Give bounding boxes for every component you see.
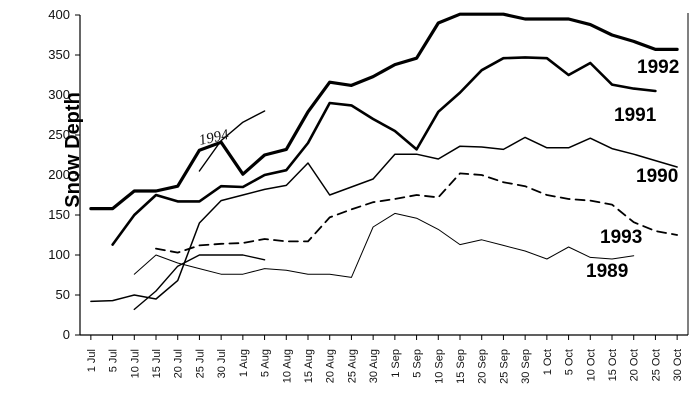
x-tick-label: 25 Aug bbox=[346, 349, 358, 383]
x-tick-label: 1 Aug bbox=[238, 349, 250, 377]
series-line-1989 bbox=[133, 212, 635, 278]
x-tick-label: 30 Aug bbox=[368, 349, 380, 383]
x-tick-label: 10 Jul bbox=[129, 349, 141, 378]
y-tick-label: 250 bbox=[48, 127, 70, 142]
x-tick-label: 30 Jul bbox=[216, 349, 228, 378]
x-tick-label: 5 Aug bbox=[260, 349, 272, 377]
x-tick-label: 20 Aug bbox=[325, 349, 337, 383]
series-lines bbox=[89, 12, 679, 311]
x-tick-label: 25 Jul bbox=[194, 349, 206, 378]
label-1994: 1994 bbox=[198, 127, 231, 149]
x-tick-label: 15 Aug bbox=[303, 349, 315, 383]
label-1989: 1989 bbox=[586, 261, 628, 282]
y-tick-label: 300 bbox=[48, 87, 70, 102]
label-1993: 1993 bbox=[600, 227, 642, 248]
series-line-1994 bbox=[133, 254, 266, 311]
x-tick-label: 15 Jul bbox=[151, 349, 163, 378]
x-tick-label: 20 Oct bbox=[629, 349, 641, 381]
series-line-1990 bbox=[90, 136, 678, 303]
y-tick-label: 200 bbox=[48, 167, 70, 182]
y-tick-label: 150 bbox=[48, 207, 70, 222]
x-tick-label: 5 Jul bbox=[108, 349, 120, 372]
y-tick-label: 50 bbox=[56, 287, 70, 302]
label-1990: 1990 bbox=[636, 166, 678, 187]
x-tick-label: 30 Oct bbox=[672, 349, 684, 381]
x-tick-label: 20 Sep bbox=[477, 349, 489, 384]
x-tick-label: 1 Jul bbox=[86, 349, 98, 372]
series-line-1992 bbox=[89, 12, 679, 211]
label-1991: 1991 bbox=[614, 105, 657, 126]
x-tick-label: 25 Sep bbox=[498, 349, 510, 384]
y-axis-label: Snow Depth bbox=[62, 92, 84, 208]
label-1992: 1992 bbox=[637, 57, 679, 78]
x-tick-label: 15 Oct bbox=[607, 349, 619, 381]
x-tick-label: 15 Sep bbox=[455, 349, 467, 384]
x-tick-label: 10 Sep bbox=[433, 349, 445, 384]
x-tick-label: 30 Sep bbox=[520, 349, 532, 384]
x-tick-label: 5 Oct bbox=[564, 349, 576, 375]
x-tick-label: 10 Oct bbox=[585, 349, 597, 381]
x-tick-label: 25 Oct bbox=[650, 349, 662, 381]
x-tick-label: 1 Oct bbox=[542, 349, 554, 375]
x-axis-ticks: 1 Jul 5 Jul 10 Jul 15 Jul 20 Jul 25 Jul 30 Jul… bbox=[86, 335, 684, 384]
series-line-1994-upper bbox=[198, 110, 266, 172]
y-axis-ticks: 0 50 100 150 200 250 300 350 400 bbox=[48, 7, 80, 342]
y-tick-label: 100 bbox=[48, 247, 70, 262]
y-tick-label: 400 bbox=[48, 7, 70, 22]
y-tick-label: 350 bbox=[48, 47, 70, 62]
x-tick-label: 20 Jul bbox=[173, 349, 185, 378]
series-line-1991 bbox=[111, 56, 657, 246]
x-tick-label: 5 Sep bbox=[412, 349, 424, 378]
x-tick-label: 1 Sep bbox=[390, 349, 402, 378]
x-tick-label: 10 Aug bbox=[281, 349, 293, 383]
series-line-1993 bbox=[155, 172, 678, 254]
y-tick-label: 0 bbox=[63, 327, 70, 342]
